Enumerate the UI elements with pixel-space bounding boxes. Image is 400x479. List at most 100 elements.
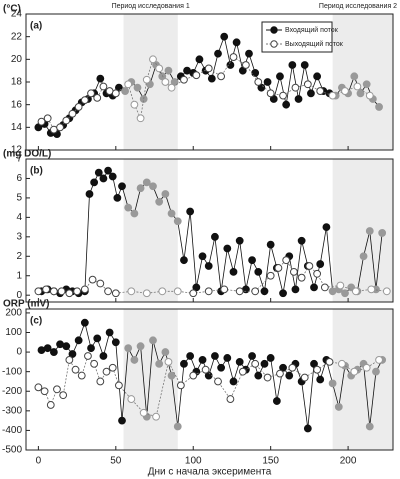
data-point: [297, 236, 306, 245]
data-point: [108, 363, 117, 372]
data-point: [62, 342, 71, 351]
data-point: [336, 281, 345, 290]
data-point: [34, 287, 43, 296]
data-point: [130, 209, 139, 218]
data-point: [155, 197, 164, 206]
data-point: [124, 344, 133, 353]
plot-frame: [25, 158, 394, 303]
data-point: [111, 338, 120, 347]
data-point: [142, 289, 151, 298]
period-shade: [123, 309, 178, 450]
y-tick-label: 16: [11, 99, 23, 110]
data-point: [96, 74, 105, 83]
y-axis-label: ORP (mV): [3, 299, 50, 310]
data-point: [34, 383, 43, 392]
data-point: [198, 356, 207, 364]
data-point: [300, 373, 309, 382]
data-point: [167, 371, 176, 380]
data-point: [305, 262, 314, 270]
data-point: [313, 269, 322, 278]
data-point: [303, 80, 312, 89]
data-point: [124, 203, 133, 212]
data-point: [204, 64, 213, 73]
data-point: [158, 287, 167, 296]
data-point: [289, 267, 298, 276]
legend-marker: [270, 40, 278, 48]
data-point: [180, 75, 188, 84]
data-point: [365, 91, 374, 100]
data-point: [282, 100, 291, 109]
data-point: [180, 359, 188, 368]
data-point: [375, 103, 383, 111]
data-point: [121, 87, 130, 95]
data-point: [235, 357, 244, 366]
panel-label: (b): [30, 166, 43, 177]
data-point: [316, 87, 325, 95]
data-point: [43, 344, 52, 353]
period-shade: [332, 14, 393, 150]
data-point: [307, 89, 315, 98]
data-point: [56, 123, 64, 132]
data-point: [173, 422, 182, 431]
period-label: Период исследования 2: [319, 3, 397, 10]
data-point: [350, 367, 359, 376]
data-point: [180, 256, 188, 265]
data-point: [124, 80, 133, 89]
data-point: [226, 395, 235, 403]
data-point: [104, 287, 112, 296]
data-point: [90, 178, 99, 187]
data-point: [84, 352, 92, 360]
data-point: [111, 89, 120, 98]
data-point: [164, 357, 173, 366]
data-point: [365, 422, 374, 431]
data-point: [310, 359, 318, 368]
y-tick-label: 6: [16, 173, 22, 184]
data-point: [288, 61, 297, 69]
legend-label: Выходящий поток: [285, 40, 344, 48]
data-point: [254, 78, 263, 86]
data-point: [300, 61, 309, 69]
data-point: [316, 375, 325, 384]
data-point: [88, 275, 97, 284]
y-tick-label: 0: [16, 290, 22, 301]
data-point: [229, 377, 238, 386]
data-point: [173, 287, 182, 296]
data-point: [274, 264, 283, 272]
data-point: [161, 190, 170, 198]
data-point: [80, 285, 89, 294]
data-point: [341, 87, 349, 95]
y-tick-label: 2: [16, 251, 22, 262]
x-tick-label: 50: [110, 456, 122, 467]
data-point: [136, 342, 145, 351]
data-point: [127, 395, 136, 403]
data-point: [198, 252, 207, 261]
data-point: [211, 352, 219, 360]
panel-label: (a): [30, 21, 42, 32]
legend-label: Входящий поток: [285, 26, 339, 34]
data-point: [334, 403, 343, 411]
data-point: [176, 381, 185, 390]
y-axis-label: (°C): [3, 4, 21, 15]
data-point: [322, 223, 331, 231]
legend-marker: [270, 26, 278, 34]
data-point: [65, 289, 74, 298]
data-point: [382, 287, 391, 296]
data-point: [136, 114, 145, 123]
data-point: [90, 359, 99, 368]
data-point: [350, 72, 359, 81]
data-point: [74, 103, 83, 111]
data-point: [149, 182, 157, 191]
data-point: [375, 356, 383, 364]
data-point: [207, 74, 216, 83]
data-point: [99, 352, 108, 360]
data-point: [161, 78, 170, 86]
data-point: [248, 352, 256, 360]
y-tick-label: -200: [2, 386, 22, 397]
x-tick-label: 100: [185, 456, 202, 467]
data-point: [195, 55, 204, 64]
data-point: [211, 232, 219, 241]
data-point: [37, 117, 46, 126]
data-point: [254, 267, 263, 276]
data-point: [229, 53, 238, 61]
data-point: [93, 93, 102, 102]
